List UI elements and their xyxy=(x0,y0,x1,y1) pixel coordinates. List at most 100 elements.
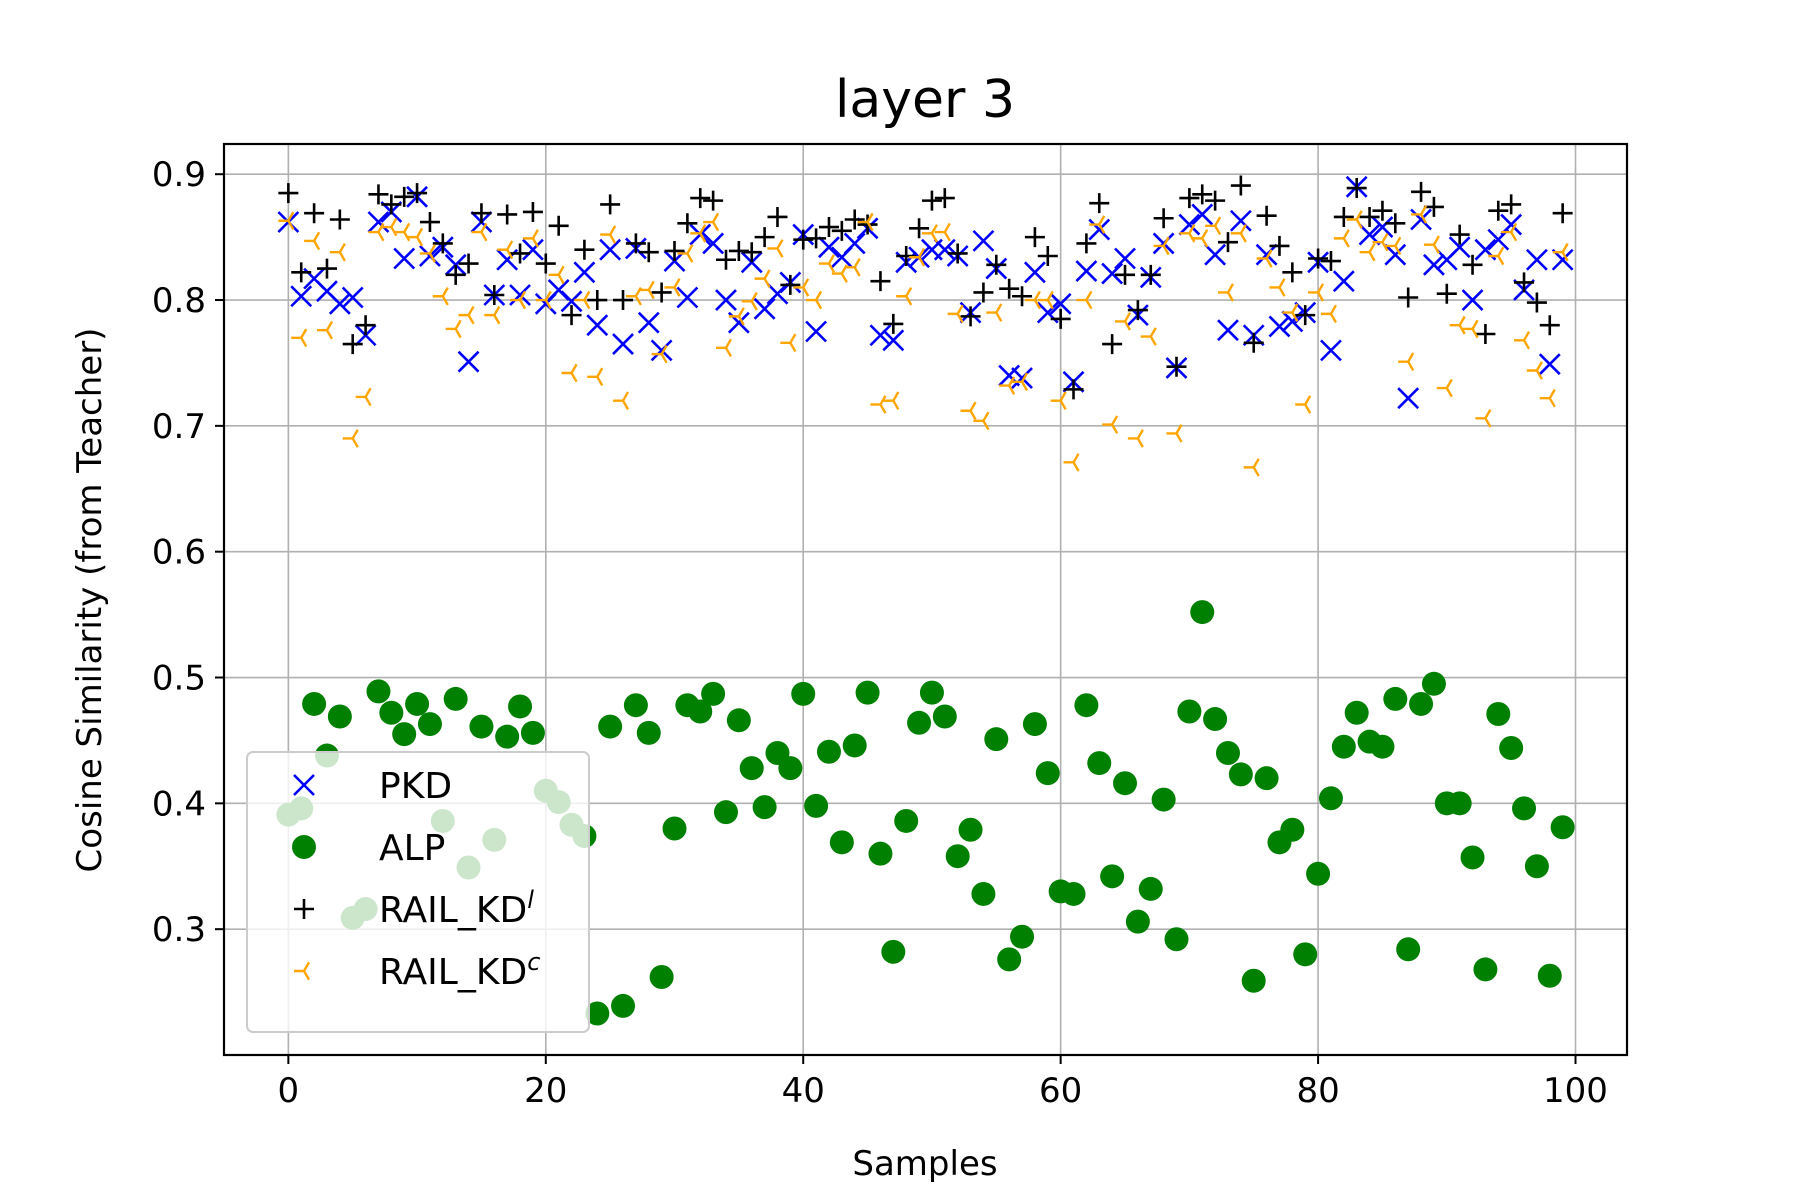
data-point xyxy=(548,215,569,236)
data-point xyxy=(1295,305,1316,326)
data-point xyxy=(1320,304,1337,324)
data-point xyxy=(688,699,713,724)
x-tick-label: 80 xyxy=(1296,1071,1339,1111)
axis-ticks: 0 20 40 60 80 100 0.3 0.4 0.5 0.6 0.7 0.8 0.9 xyxy=(152,155,1608,1111)
data-point xyxy=(419,212,440,233)
data-point xyxy=(780,274,801,295)
data-point xyxy=(1447,791,1472,816)
data-point xyxy=(791,681,816,706)
data-point xyxy=(471,222,488,242)
data-point xyxy=(1398,352,1415,371)
plot-frame xyxy=(222,142,1629,1057)
data-point xyxy=(1552,242,1569,262)
data-point xyxy=(600,225,617,244)
data-point xyxy=(778,756,803,781)
data-point xyxy=(458,305,475,325)
data-point xyxy=(1462,254,1483,275)
data-point xyxy=(394,186,415,207)
data-point xyxy=(510,290,527,310)
data-point xyxy=(1448,236,1471,259)
data-point xyxy=(1010,924,1035,949)
data-point xyxy=(972,229,995,252)
data-point xyxy=(625,233,646,254)
data-point xyxy=(574,239,595,260)
data-point xyxy=(535,290,552,310)
data-point xyxy=(855,680,880,705)
data-point xyxy=(829,830,854,855)
data-point xyxy=(882,329,905,352)
data-point xyxy=(1449,315,1466,335)
data-point xyxy=(587,290,608,311)
data-point xyxy=(1501,222,1518,242)
data-point xyxy=(754,269,771,288)
data-point xyxy=(1011,367,1033,389)
data-point xyxy=(651,282,672,303)
data-point xyxy=(1217,283,1235,302)
data-point xyxy=(521,238,544,261)
data-point xyxy=(1125,909,1150,934)
data-point xyxy=(432,233,453,254)
x-tick-label: 60 xyxy=(1039,1071,1082,1111)
data-point xyxy=(278,183,299,204)
data-point xyxy=(484,305,501,325)
data-point xyxy=(1022,712,1047,737)
data-point xyxy=(585,1001,610,1026)
data-point xyxy=(1151,787,1176,812)
data-point xyxy=(1228,762,1253,787)
data-point xyxy=(1255,243,1278,266)
data-point xyxy=(329,242,346,262)
data-point xyxy=(1049,292,1072,315)
data-point xyxy=(986,303,1003,322)
data-point xyxy=(497,240,514,259)
data-point xyxy=(444,253,467,276)
data-point xyxy=(600,194,621,215)
data-point xyxy=(870,395,887,414)
data-point xyxy=(1423,196,1444,217)
data-point xyxy=(1331,734,1356,759)
data-point xyxy=(883,391,900,410)
data-point xyxy=(1192,229,1209,248)
data-point xyxy=(690,188,711,209)
y-tick-label: 0.4 xyxy=(152,784,206,824)
x-tick-label: 0 xyxy=(278,1071,300,1111)
data-point xyxy=(1359,242,1376,262)
data-point xyxy=(548,265,565,285)
data-point xyxy=(445,319,462,339)
data-point xyxy=(1217,319,1239,342)
data-point xyxy=(883,313,904,334)
data-point xyxy=(844,258,861,277)
data-point xyxy=(844,209,865,230)
data-point xyxy=(728,307,745,326)
data-point xyxy=(1012,286,1033,307)
data-point xyxy=(1269,278,1286,297)
data-point xyxy=(354,324,377,347)
data-point xyxy=(407,227,424,247)
data-point xyxy=(1501,194,1522,215)
data-point xyxy=(1190,600,1215,625)
data-point xyxy=(739,756,764,781)
data-point xyxy=(561,363,578,383)
data-point xyxy=(843,232,866,255)
x-tick-label: 20 xyxy=(524,1071,567,1111)
data-point xyxy=(677,244,694,263)
data-point xyxy=(896,286,913,306)
data-point xyxy=(497,204,518,225)
data-point xyxy=(1385,213,1406,234)
data-point xyxy=(1012,372,1029,392)
data-point xyxy=(1268,315,1291,338)
data-point xyxy=(522,201,543,222)
data-point xyxy=(1256,205,1277,226)
data-point xyxy=(613,391,630,410)
data-point xyxy=(1024,290,1041,310)
data-point xyxy=(1538,353,1561,376)
data-point xyxy=(355,315,376,336)
legend-box xyxy=(246,751,590,1033)
data-point xyxy=(999,278,1020,299)
data-point xyxy=(587,367,604,387)
data-point xyxy=(1101,262,1124,285)
data-point xyxy=(419,244,436,263)
data-point xyxy=(393,247,416,270)
data-point xyxy=(457,350,480,373)
legend: PKD ALP RAIL_KDl RAIL_KDc xyxy=(246,751,590,1033)
data-point xyxy=(509,284,531,306)
